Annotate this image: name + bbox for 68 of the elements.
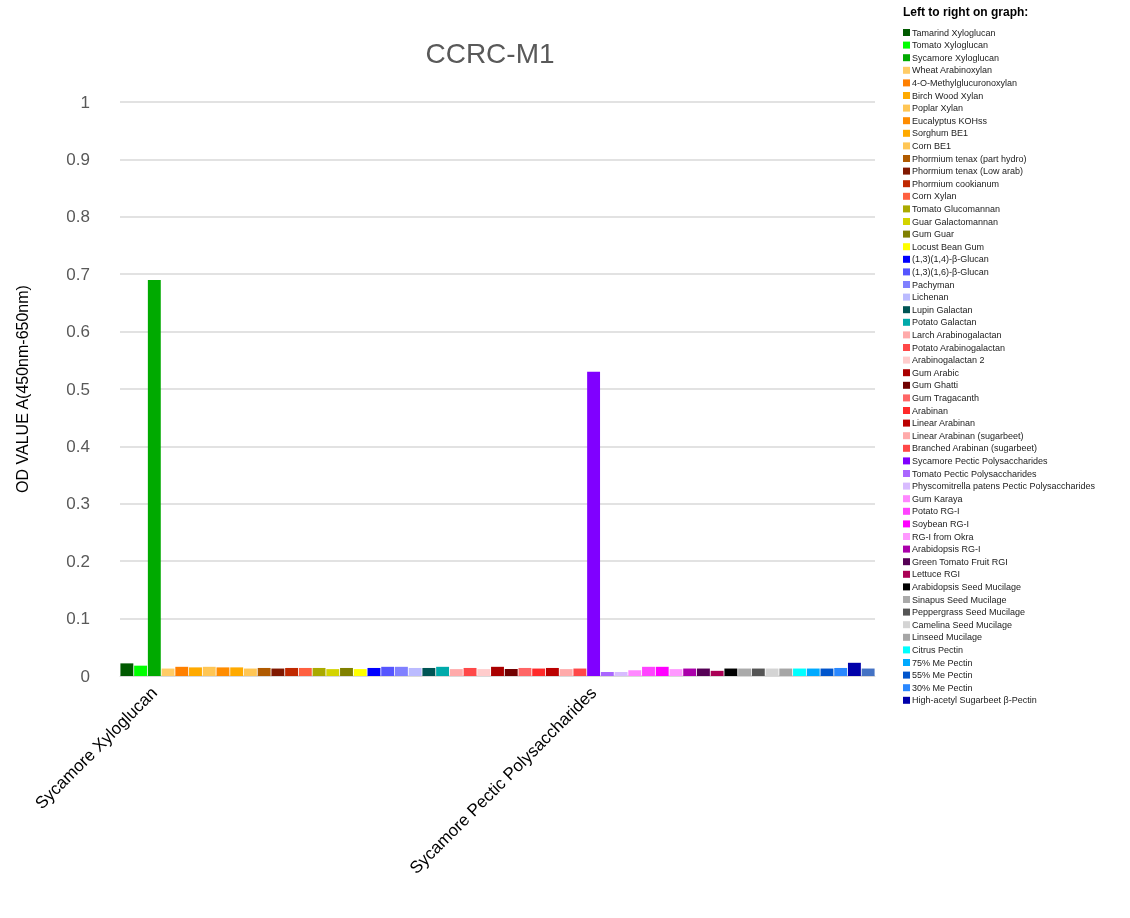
legend-label: 4-O-Methylglucuronoxylan	[912, 77, 1018, 88]
legend-label: Eucalyptus KOHss	[912, 115, 988, 126]
legend-label: Locust Bean Gum	[912, 241, 985, 252]
legend-label: Tamarind Xyloglucan	[912, 27, 996, 38]
legend-label: Linear Arabinan (sugarbeet)	[912, 430, 1024, 441]
legend-label: Phormium tenax (part hydro)	[912, 153, 1027, 164]
legend-label: Tomato Xyloglucan	[912, 40, 989, 51]
legend-label: Arabidopsis Seed Mucilage	[912, 581, 1022, 592]
y-tick-label: 0.6	[66, 322, 90, 342]
legend-label: Citrus Pectin	[912, 644, 964, 655]
y-tick-label: 0	[80, 666, 90, 686]
legend-label: Sycamore Xyloglucan	[912, 52, 1000, 63]
legend-label: Gum Guar	[912, 229, 955, 240]
y-tick-label: 0.7	[66, 264, 90, 284]
legend-label: Sinapus Seed Mucilage	[912, 594, 1007, 605]
y-tick-label: 0.3	[66, 494, 90, 514]
legend-label: 55% Me Pectin	[912, 670, 973, 681]
legend-label: Camelina Seed Mucilage	[912, 619, 1013, 630]
legend-label: Phormium cookianum	[912, 178, 1000, 189]
legend-label: High-acetyl Sugarbeet β-Pectin	[912, 695, 1037, 706]
legend-label: Larch Arabinogalactan	[912, 329, 1002, 340]
legend-label: 75% Me Pectin	[912, 657, 973, 668]
legend-label: Potato Arabinogalactan	[912, 342, 1006, 353]
legend-label: Lettuce RGI	[912, 569, 961, 580]
legend-label: Linear Arabinan	[912, 418, 976, 429]
legend-label: Arabinogalactan 2	[912, 355, 985, 366]
legend-label: Branched Arabinan (sugarbeet)	[912, 443, 1038, 454]
legend-label: Gum Karaya	[912, 493, 963, 504]
legend-label: Poplar Xylan	[912, 103, 964, 114]
legend-label: Gum Tragacanth	[912, 392, 980, 403]
y-tick-label: 0.8	[66, 207, 90, 227]
legend-label: RG-I from Okra	[912, 531, 974, 542]
legend-label: Lupin Galactan	[912, 304, 973, 315]
legend-label: Phormium tenax (Low arab)	[912, 166, 1024, 177]
legend-label: Potato Galactan	[912, 317, 977, 328]
y-tick-label: 0.4	[66, 436, 90, 456]
legend-label: Linseed Mucilage	[912, 632, 983, 643]
legend-label: Corn Xylan	[912, 191, 957, 202]
legend-label: Gum Ghatti	[912, 380, 959, 391]
chart-title: CCRC-M1	[425, 37, 555, 69]
legend-label: Physcomitrella patens Pectic Polysaccharides	[912, 481, 1096, 492]
legend-label: Gum Arabic	[912, 367, 960, 378]
legend-label: Tomato Glucomannan	[912, 203, 1001, 214]
legend-title: Left to right on graph:	[903, 5, 1029, 19]
y-tick-label: 1	[80, 92, 90, 112]
y-tick-label: 0.5	[66, 379, 90, 399]
legend-label: Tomato Pectic Polysaccharides	[912, 468, 1038, 479]
legend-label: (1,3)(1,4)-β-Glucan	[912, 254, 989, 265]
y-tick-label: 0.9	[66, 149, 90, 169]
y-tick-label: 0.1	[66, 609, 90, 629]
legend-label: (1,3)(1,6)-β-Glucan	[912, 266, 989, 277]
legend-label: Guar Galactomannan	[912, 216, 999, 227]
legend-label: Arabidopsis RG-I	[912, 544, 981, 555]
legend-label: Soybean RG-I	[912, 518, 970, 529]
legend-label: Corn BE1	[912, 140, 952, 151]
legend-label: Lichenan	[912, 292, 949, 303]
legend-label: Pachyman	[912, 279, 955, 290]
y-tick-label: 0.2	[66, 551, 90, 571]
legend-label: Green Tomato Fruit RGI	[912, 556, 1008, 567]
legend-label: 30% Me Pectin	[912, 682, 973, 693]
y-axis-title: OD VALUE A(450nm-650nm)	[13, 285, 31, 493]
legend-label: Wheat Arabinoxylan	[912, 65, 993, 76]
legend-label: Potato RG-I	[912, 506, 960, 517]
legend-label: Peppergrass Seed Mucilage	[912, 607, 1026, 618]
legend-label: Sorghum BE1	[912, 128, 969, 139]
legend-label: Birch Wood Xylan	[912, 90, 984, 101]
legend-label: Arabinan	[912, 405, 949, 416]
legend-label: Sycamore Pectic Polysaccharides	[912, 455, 1049, 466]
